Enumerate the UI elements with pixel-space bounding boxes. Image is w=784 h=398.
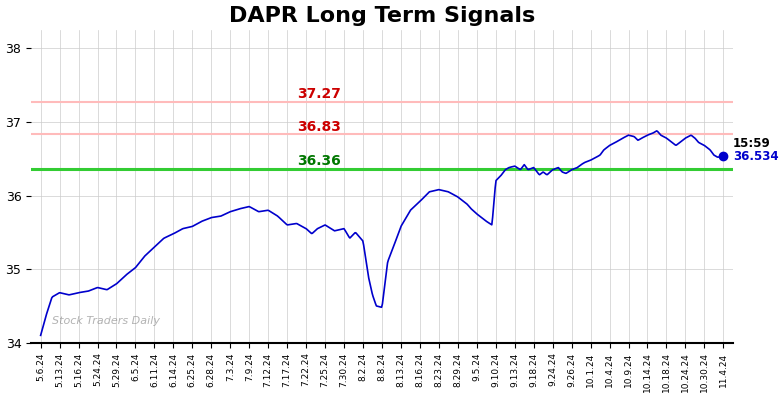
Text: 15:59: 15:59 <box>733 137 771 150</box>
Text: 36.83: 36.83 <box>296 120 340 134</box>
Text: 36.36: 36.36 <box>296 154 340 168</box>
Text: 37.27: 37.27 <box>296 87 340 101</box>
Title: DAPR Long Term Signals: DAPR Long Term Signals <box>229 6 535 25</box>
Text: Stock Traders Daily: Stock Traders Daily <box>53 316 160 326</box>
Text: 36.534: 36.534 <box>733 150 779 163</box>
